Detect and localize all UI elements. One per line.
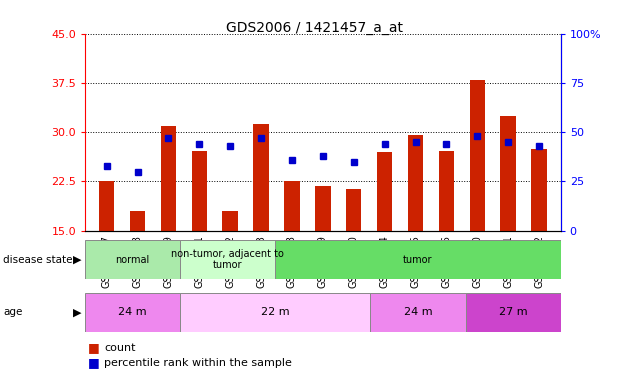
Bar — [192, 150, 207, 231]
Bar — [180, 292, 370, 332]
Bar — [222, 211, 238, 231]
Bar — [99, 182, 115, 231]
Bar — [531, 148, 547, 231]
Text: tumor: tumor — [403, 255, 433, 265]
Bar — [466, 292, 561, 332]
Text: ■: ■ — [88, 342, 100, 354]
Bar — [315, 186, 331, 231]
Bar — [377, 152, 392, 231]
Bar — [284, 182, 300, 231]
Text: GDS2006 / 1421457_a_at: GDS2006 / 1421457_a_at — [227, 21, 403, 34]
Bar — [408, 135, 423, 231]
Text: 22 m: 22 m — [261, 307, 290, 317]
Text: normal: normal — [115, 255, 150, 265]
Bar — [85, 292, 180, 332]
Text: ▶: ▶ — [72, 307, 81, 317]
Text: non-tumor, adjacent to
tumor: non-tumor, adjacent to tumor — [171, 249, 284, 270]
Bar — [438, 150, 454, 231]
Text: percentile rank within the sample: percentile rank within the sample — [104, 358, 292, 368]
Text: 27 m: 27 m — [499, 307, 527, 317]
Text: disease state: disease state — [3, 255, 72, 265]
Bar — [346, 189, 362, 231]
Bar — [85, 240, 180, 279]
Bar — [161, 126, 176, 231]
Text: age: age — [3, 307, 23, 317]
Text: 24 m: 24 m — [404, 307, 432, 317]
Bar — [275, 240, 561, 279]
Text: ▶: ▶ — [72, 255, 81, 265]
Bar — [469, 80, 485, 231]
Bar — [500, 116, 516, 231]
Bar — [370, 292, 466, 332]
Bar — [180, 240, 275, 279]
Text: count: count — [104, 343, 135, 353]
Bar — [253, 124, 269, 231]
Text: 24 m: 24 m — [118, 307, 147, 317]
Bar — [130, 211, 146, 231]
Text: ■: ■ — [88, 357, 100, 369]
